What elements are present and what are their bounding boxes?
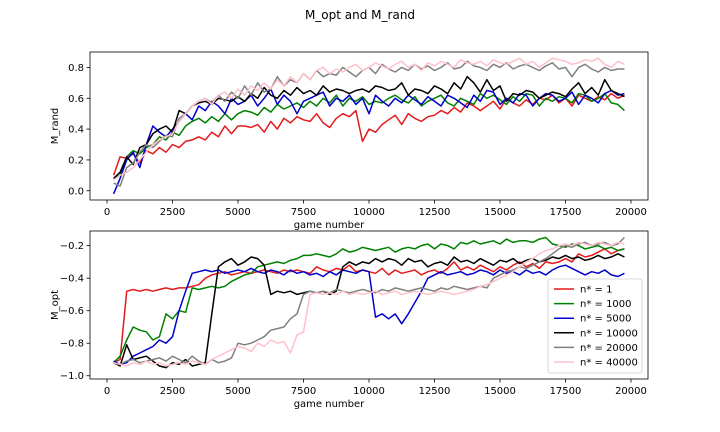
x-tick-label: 2500 bbox=[160, 207, 185, 218]
y-axis-label: M_rand bbox=[50, 108, 61, 145]
legend-entry: n* = 10000 bbox=[580, 328, 638, 339]
legend-entry: n* = 40000 bbox=[580, 358, 638, 369]
legend-entry: n* = 1000 bbox=[580, 299, 632, 310]
x-tick-label: 17500 bbox=[550, 386, 582, 397]
x-tick-label: 7500 bbox=[291, 386, 316, 397]
x-tick-label: 10000 bbox=[353, 207, 385, 218]
legend-box bbox=[547, 278, 643, 374]
y-tick-label: 0.8 bbox=[68, 63, 84, 74]
m-rand-chart: 0 2500 5000 7500 10000 12500 15000 17500 20000 0.… bbox=[50, 51, 649, 231]
plot-area bbox=[112, 57, 625, 195]
m-opt-chart: 0 2500 5000 7500 10000 12500 15000 17500 20000 −1… bbox=[50, 230, 649, 410]
y-tick-label: −0.2 bbox=[60, 241, 84, 252]
plot-area bbox=[113, 236, 625, 369]
legend-entry: n* = 1 bbox=[580, 285, 612, 296]
series-line-5 bbox=[113, 57, 625, 181]
y-tick-label: 0.6 bbox=[68, 94, 84, 105]
series-line-3 bbox=[113, 75, 625, 179]
legend: n* = 1 n* = 1000 n* = 5000 n* = 10000 n* = 2… bbox=[547, 278, 643, 374]
series-line-5 bbox=[113, 241, 625, 367]
y-tick-label: 0.0 bbox=[68, 186, 84, 197]
x-tick-label: 10000 bbox=[353, 386, 385, 397]
series-line-1 bbox=[113, 92, 625, 180]
x-tick-label: 2500 bbox=[160, 386, 185, 397]
series-line-1 bbox=[113, 236, 625, 364]
x-tick-label: 0 bbox=[104, 207, 110, 218]
x-tick-label: 5000 bbox=[225, 207, 250, 218]
series-line-4 bbox=[113, 60, 625, 187]
y-tick-label: 0.2 bbox=[68, 155, 84, 166]
x-tick-label: 12500 bbox=[419, 207, 451, 218]
legend-entry: n* = 20000 bbox=[580, 343, 638, 354]
figure-title: M_opt and M_rand bbox=[305, 8, 415, 22]
x-tick-label: 15000 bbox=[484, 386, 516, 397]
x-tick-label: 17500 bbox=[550, 207, 582, 218]
y-tick-label: −1.0 bbox=[60, 371, 84, 382]
x-tick-label: 20000 bbox=[615, 386, 647, 397]
x-tick-label: 7500 bbox=[291, 207, 316, 218]
x-tick-label: 5000 bbox=[225, 386, 250, 397]
x-axis-label: game number bbox=[294, 220, 365, 231]
x-tick-label: 0 bbox=[104, 386, 110, 397]
series-line-4 bbox=[113, 236, 625, 366]
y-tick-label: 0.4 bbox=[68, 125, 84, 136]
x-tick-label: 12500 bbox=[419, 386, 451, 397]
series-line-2 bbox=[113, 264, 625, 366]
legend-entry: n* = 5000 bbox=[580, 314, 632, 325]
y-tick-label: −0.8 bbox=[60, 339, 84, 350]
y-tick-label: −0.6 bbox=[60, 306, 84, 317]
y-tick-label: −0.4 bbox=[60, 274, 84, 285]
x-tick-label: 15000 bbox=[484, 207, 516, 218]
x-axis-label: game number bbox=[294, 399, 365, 410]
series-line-0 bbox=[112, 92, 625, 176]
x-tick-label: 20000 bbox=[615, 207, 647, 218]
y-axis-label: M_opt bbox=[50, 290, 61, 320]
